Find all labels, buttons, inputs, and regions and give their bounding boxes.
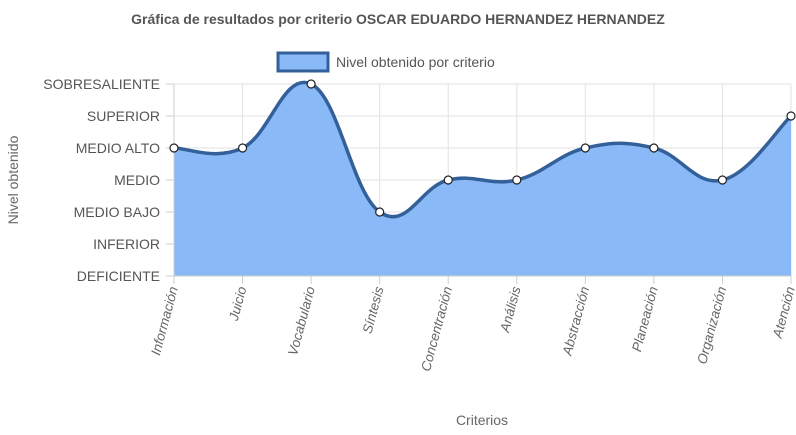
data-points bbox=[169, 79, 796, 217]
x-tick-label: Análisis bbox=[497, 285, 524, 335]
legend[interactable]: Nivel obtenido por criterio bbox=[276, 51, 495, 73]
y-axis: DEFICIENTE INFERIOR MEDIO BAJO MEDIO MEDIO A… bbox=[43, 76, 175, 284]
data-point-3[interactable] bbox=[375, 207, 385, 217]
x-tick-label: Atención bbox=[770, 285, 796, 341]
x-tick-label: Concentración bbox=[418, 285, 455, 373]
y-tick-label: SOBRESALIENTE bbox=[43, 76, 160, 92]
y-tick-label: INFERIOR bbox=[93, 236, 160, 252]
legend-swatch bbox=[276, 51, 330, 73]
y-tick-label: MEDIO bbox=[114, 172, 160, 188]
x-axis: Información Juicio Vocabulario Síntesis Conc… bbox=[148, 275, 796, 373]
legend-label: Nivel obtenido por criterio bbox=[336, 54, 495, 70]
data-point-9[interactable] bbox=[786, 111, 796, 121]
x-tick-label: Abstracción bbox=[559, 285, 592, 358]
x-tick-label: Organización bbox=[694, 285, 729, 366]
x-tick-label: Síntesis bbox=[360, 285, 387, 336]
data-point-1[interactable] bbox=[237, 143, 248, 153]
data-point-2[interactable] bbox=[306, 79, 316, 89]
data-point-8[interactable] bbox=[717, 175, 728, 185]
area-layer bbox=[173, 80, 793, 276]
x-tick-label: Vocabulario bbox=[285, 284, 318, 357]
x-tick-label: Planeación bbox=[629, 285, 661, 353]
x-tick-label: Juicio bbox=[226, 284, 250, 323]
y-tick-label: DEFICIENTE bbox=[77, 268, 160, 284]
series-line bbox=[173, 80, 793, 219]
series-area bbox=[174, 82, 791, 276]
data-point-4[interactable] bbox=[443, 175, 453, 185]
data-point-0[interactable] bbox=[169, 143, 179, 153]
x-tick-label: Información bbox=[148, 285, 181, 357]
y-tick-label: MEDIO BAJO bbox=[74, 204, 160, 220]
data-point-7[interactable] bbox=[649, 143, 659, 153]
x-axis-label: Criterios bbox=[456, 412, 508, 428]
y-axis-label: Nivel obtenido bbox=[5, 135, 21, 224]
data-point-5[interactable] bbox=[512, 175, 522, 185]
y-tick-label: SUPERIOR bbox=[87, 108, 160, 124]
data-point-6[interactable] bbox=[580, 143, 590, 153]
y-tick-label: MEDIO ALTO bbox=[76, 140, 160, 156]
chart-title: Gráfica de resultados por criterio OSCAR… bbox=[131, 11, 665, 27]
